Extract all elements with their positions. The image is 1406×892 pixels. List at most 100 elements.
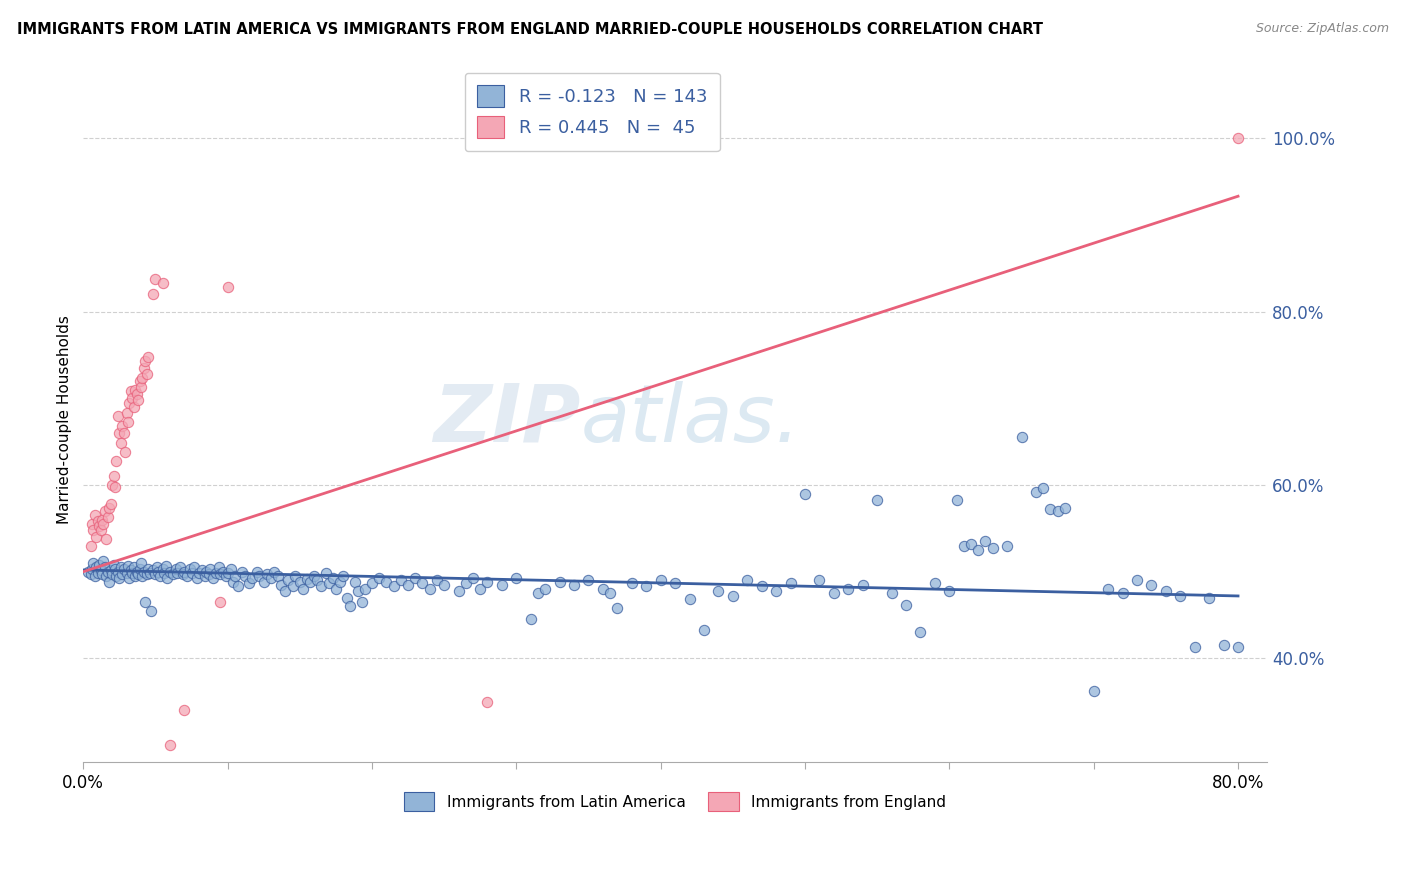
Point <box>311 579 333 593</box>
Point <box>98 575 121 590</box>
Point <box>134 595 156 609</box>
Point <box>291 582 314 596</box>
Point <box>176 569 198 583</box>
Point <box>1140 577 1163 591</box>
Point <box>339 599 361 614</box>
Point <box>981 541 1004 556</box>
Point <box>212 565 235 579</box>
Point <box>837 582 859 596</box>
Point <box>190 563 212 577</box>
Point <box>396 577 419 591</box>
Point <box>1097 582 1119 596</box>
Point <box>1227 640 1250 654</box>
Point <box>295 572 318 586</box>
Point <box>87 566 110 581</box>
Point <box>548 575 571 590</box>
Point <box>426 574 449 588</box>
Point <box>139 604 162 618</box>
Point <box>115 566 138 581</box>
Point <box>353 582 375 596</box>
Point <box>153 566 176 581</box>
Point <box>461 571 484 585</box>
Point <box>707 583 730 598</box>
Point <box>122 560 145 574</box>
Point <box>89 518 111 533</box>
Point <box>104 562 127 576</box>
Point <box>84 560 107 574</box>
Point <box>307 574 329 588</box>
Point <box>1053 501 1076 516</box>
Point <box>152 562 174 576</box>
Point <box>172 567 194 582</box>
Point <box>101 478 124 492</box>
Point <box>117 558 139 573</box>
Point <box>118 395 141 409</box>
Text: Source: ZipAtlas.com: Source: ZipAtlas.com <box>1256 22 1389 36</box>
Point <box>263 565 285 579</box>
Point <box>94 560 117 574</box>
Point <box>118 571 141 585</box>
Point <box>193 569 215 583</box>
Point <box>129 556 152 570</box>
Point <box>173 565 195 579</box>
Point <box>253 575 276 590</box>
Point <box>87 515 110 529</box>
Point <box>122 400 145 414</box>
Point <box>136 350 159 364</box>
Point <box>411 576 433 591</box>
Point <box>995 539 1018 553</box>
Point <box>678 592 700 607</box>
Point <box>134 354 156 368</box>
Point <box>128 562 150 576</box>
Point <box>274 583 297 598</box>
Point <box>240 571 263 585</box>
Point <box>277 574 299 588</box>
Point <box>112 425 135 440</box>
Point <box>104 480 127 494</box>
Point <box>219 562 242 576</box>
Point <box>148 565 170 579</box>
Point <box>111 419 134 434</box>
Point <box>735 574 758 588</box>
Point <box>152 276 174 290</box>
Point <box>329 575 352 590</box>
Point <box>142 287 165 301</box>
Point <box>315 566 337 581</box>
Point <box>110 436 132 450</box>
Point <box>96 569 118 583</box>
Point <box>209 567 232 582</box>
Point <box>256 567 278 582</box>
Point <box>1083 684 1105 698</box>
Point <box>169 560 191 574</box>
Point <box>94 504 117 518</box>
Point <box>636 579 658 593</box>
Point <box>325 582 347 596</box>
Point <box>693 623 716 637</box>
Point <box>200 562 222 576</box>
Point <box>145 567 167 582</box>
Point <box>131 569 153 583</box>
Point <box>1212 639 1234 653</box>
Point <box>967 543 990 558</box>
Point <box>470 582 492 596</box>
Point <box>128 374 150 388</box>
Point <box>135 367 157 381</box>
Point <box>89 558 111 572</box>
Point <box>136 562 159 576</box>
Point <box>103 469 125 483</box>
Point <box>187 566 209 581</box>
Point <box>97 565 120 579</box>
Point <box>217 566 239 581</box>
Point <box>80 516 103 531</box>
Point <box>120 563 142 577</box>
Point <box>562 577 585 591</box>
Point <box>80 562 103 576</box>
Point <box>924 576 946 591</box>
Point <box>247 569 270 583</box>
Point <box>205 566 228 581</box>
Point <box>974 534 997 549</box>
Point <box>823 586 845 600</box>
Point <box>183 560 205 574</box>
Point <box>131 371 153 385</box>
Point <box>83 569 105 583</box>
